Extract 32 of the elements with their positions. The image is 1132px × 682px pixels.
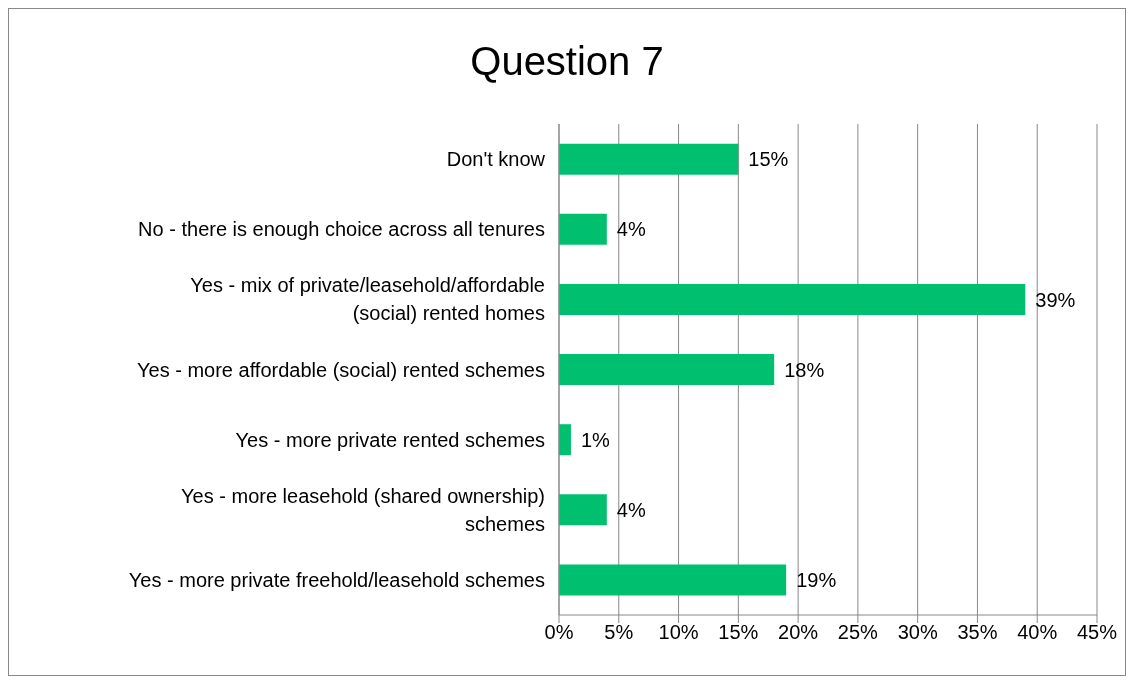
data-label: 1% bbox=[580, 428, 611, 451]
data-label: 18% bbox=[784, 358, 825, 381]
bar bbox=[559, 424, 571, 456]
data-label: 4% bbox=[616, 218, 646, 241]
data-label: 15% bbox=[748, 148, 789, 171]
y-tick-label: Don't know bbox=[446, 148, 546, 171]
x-tick-label: 10% bbox=[658, 621, 699, 644]
y-tick-label: Yes - more affordable (social) rented schemes bbox=[137, 358, 545, 381]
y-tick-label: Yes - more leasehold (shared ownership) schemes bbox=[181, 484, 545, 535]
x-tick-label: 25% bbox=[837, 621, 879, 644]
x-tick-label: 20% bbox=[778, 621, 819, 644]
x-tick-label: 5% bbox=[604, 621, 634, 644]
y-tick-label: Yes - more private rented schemes bbox=[235, 428, 545, 451]
x-tick-label: 40% bbox=[1017, 621, 1058, 644]
x-tick-label: 45% bbox=[1076, 621, 1118, 644]
chart-title: Question 7 bbox=[469, 39, 665, 84]
bar bbox=[559, 564, 787, 596]
y-tick-label: Yes - mix of private/leasehold/affordable (social) rented homes bbox=[190, 274, 545, 325]
x-tick-label: 35% bbox=[957, 621, 998, 644]
bar bbox=[559, 354, 775, 386]
bar bbox=[559, 213, 607, 245]
y-tick-label: Yes - more private freehold/leasehold schemes bbox=[128, 568, 545, 591]
bar bbox=[559, 283, 1026, 315]
bar bbox=[559, 143, 739, 175]
x-tick-label: 0% bbox=[544, 621, 574, 644]
x-tick-label: 15% bbox=[718, 621, 759, 644]
x-tick-label: 30% bbox=[897, 621, 938, 644]
data-label: 4% bbox=[616, 498, 646, 521]
y-tick-label: No - there is enough choice across all tenures bbox=[138, 218, 545, 241]
bar bbox=[559, 494, 607, 526]
data-label: 19% bbox=[796, 569, 837, 592]
data-label: 39% bbox=[1035, 288, 1076, 311]
